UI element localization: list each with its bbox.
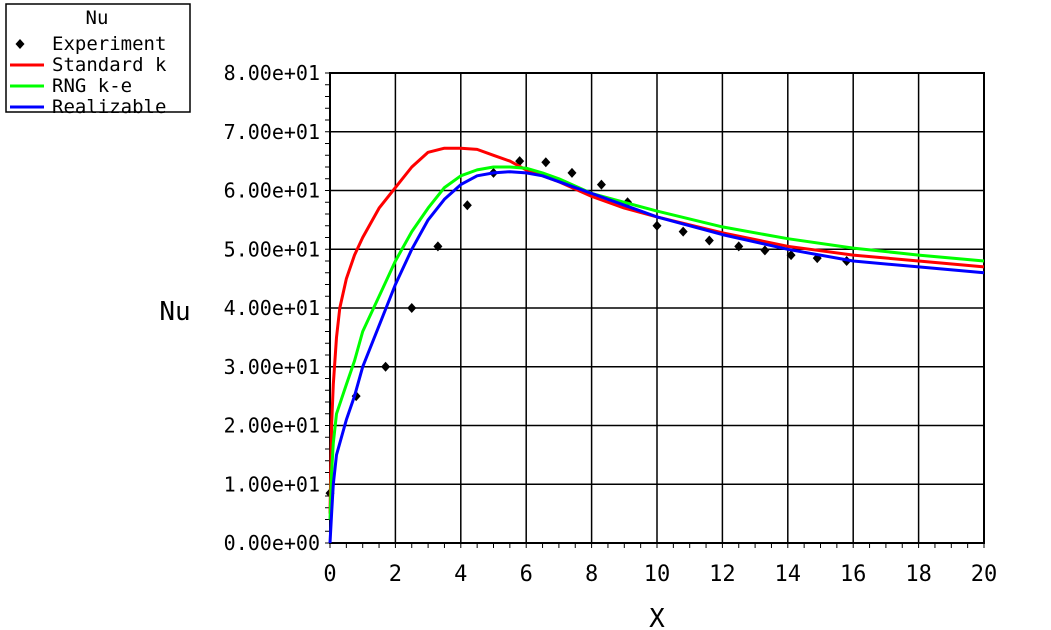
experiment-point: [678, 226, 688, 237]
legend-label: RNG k-e: [52, 75, 132, 97]
y-tick-label: 2.00e+01: [224, 414, 320, 438]
experiment-point: [734, 241, 744, 252]
x-tick-label: 12: [709, 562, 736, 587]
experiment-points: [325, 156, 852, 499]
x-tick-label: 6: [520, 562, 533, 587]
legend-title: Nu: [86, 7, 109, 29]
y-tick-label: 3.00e+01: [224, 355, 320, 379]
y-tick-label: 7.00e+01: [224, 120, 320, 144]
y-tick-label: 0.00e+00: [224, 531, 320, 555]
tick-labels: 0 2 4 6 8 10 12 14 16 18 20 0.00e+00 1.00e+01 2.00e+0…: [224, 61, 998, 587]
x-tick-label: 20: [971, 562, 998, 587]
experiment-point: [567, 167, 577, 178]
legend-box: [5, 3, 191, 113]
grid: [329, 72, 985, 544]
y-tick-label: 4.00e+01: [224, 296, 320, 320]
experiment-point: [541, 157, 551, 168]
series-layer: [325, 146, 985, 544]
x-tick-label: 14: [775, 562, 802, 587]
legend-marker-experiment: [15, 39, 25, 49]
legend-label: Standard k: [52, 54, 167, 76]
x-tick-label: 0: [323, 562, 336, 587]
series-line-realizable: [328, 170, 985, 544]
plot-frame: [329, 72, 985, 544]
legend-label: Experiment: [52, 33, 166, 55]
y-tick-label: 6.00e+01: [224, 179, 320, 203]
x-tick-label: 8: [585, 562, 598, 587]
experiment-point: [786, 250, 796, 261]
experiment-point: [596, 179, 606, 190]
y-axis-label: Nu: [159, 297, 190, 327]
experiment-point: [381, 361, 391, 372]
experiment-point: [760, 245, 770, 256]
minor-ticks: [325, 72, 985, 548]
experiment-point: [704, 235, 714, 246]
series-line-rng-k-e: [328, 165, 985, 520]
x-tick-label: 4: [454, 562, 467, 587]
experiment-point: [433, 241, 443, 252]
experiment-point: [652, 220, 662, 231]
y-tick-label: 8.00e+01: [224, 61, 320, 85]
x-tick-label: 18: [905, 562, 932, 587]
x-axis-label: X: [649, 604, 665, 630]
x-tick-label: 2: [389, 562, 402, 587]
y-tick-label: 5.00e+01: [224, 237, 320, 261]
experiment-point: [407, 303, 417, 313]
y-tick-label: 1.00e+01: [224, 472, 320, 496]
legend-label: Realizable: [52, 96, 166, 118]
x-tick-label: 16: [840, 562, 867, 587]
x-tick-label: 10: [644, 562, 671, 587]
experiment-point: [462, 200, 472, 211]
